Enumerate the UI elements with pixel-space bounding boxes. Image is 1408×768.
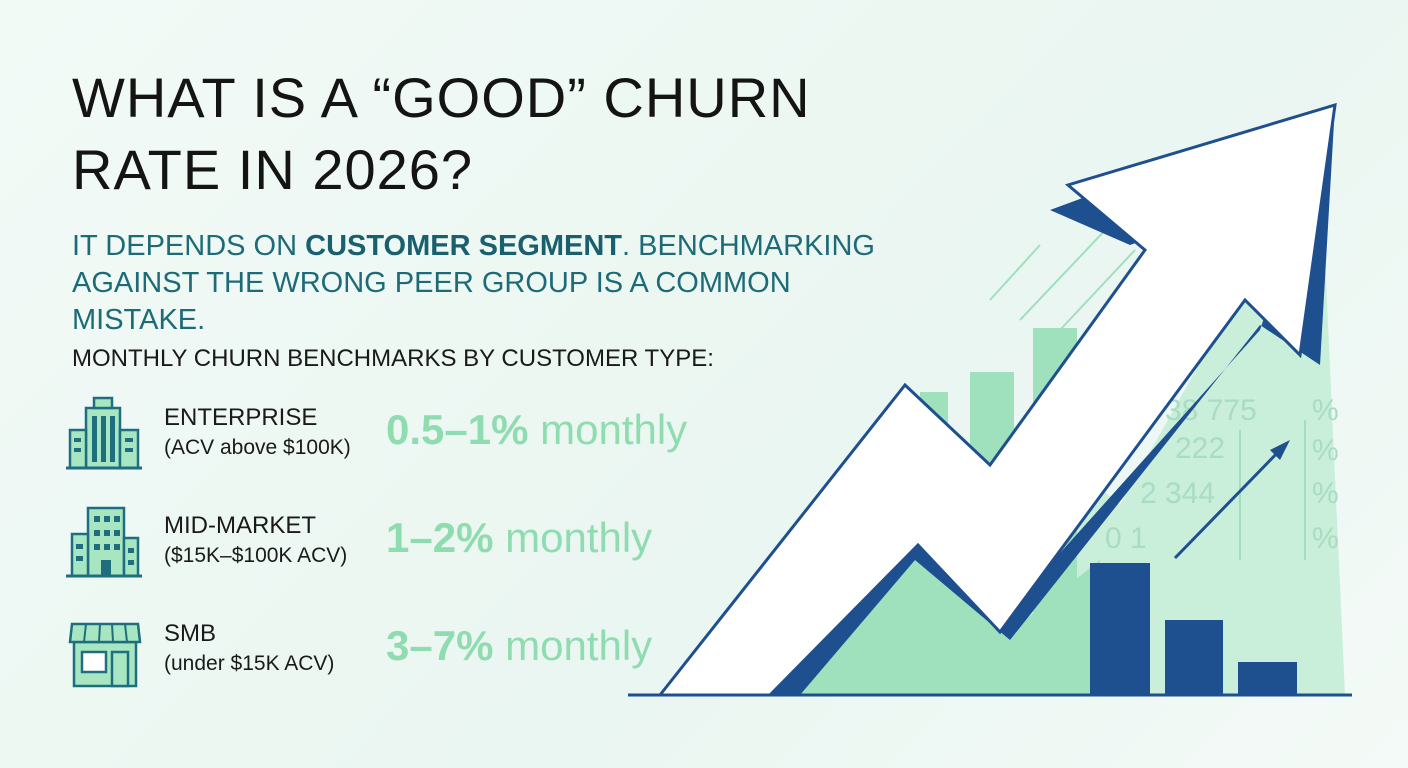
- rate-unit: monthly: [505, 622, 653, 669]
- rate-unit: monthly: [540, 406, 688, 453]
- rate-value: 3–7%: [386, 622, 494, 669]
- rate-value: 0.5–1%: [386, 406, 529, 453]
- segment-rate: 3–7% monthly: [386, 622, 652, 670]
- segment-rate: 0.5–1% monthly: [386, 406, 687, 454]
- segment-row: MID-MARKET ($15K–$100K ACV) 1–2% monthly: [64, 498, 764, 588]
- subtitle-text: . BENCHMARKING AGAINST THE WRONG PEER GR…: [72, 230, 875, 336]
- background-figure: 0 1: [1105, 522, 1147, 555]
- subtitle-text: IT DEPENDS ON: [72, 230, 306, 262]
- background-figure: 222: [1175, 432, 1225, 465]
- section-heading: MONTHLY CHURN BENCHMARKS BY CUSTOMER TYP…: [72, 345, 714, 372]
- icon-smb: [68, 622, 142, 688]
- background-figure: %: [1312, 434, 1339, 467]
- segment-detail: (under $15K ACV): [164, 652, 335, 675]
- segment-row: SMB (under $15K ACV) 3–7% monthly: [64, 606, 764, 696]
- background-figure: %: [1312, 477, 1339, 510]
- background-figure: %: [1312, 522, 1339, 555]
- title-line: RATE IN 2026?: [72, 138, 474, 201]
- subtitle: IT DEPENDS ON CUSTOMER SEGMENT. BENCHMAR…: [72, 228, 912, 339]
- segment-detail: (ACV above $100K): [164, 436, 351, 459]
- icon-mid-market: [66, 506, 142, 578]
- segment-row: ENTERPRISE (ACV above $100K) 0.5–1% mont…: [64, 390, 764, 480]
- rate-unit: monthly: [505, 514, 653, 561]
- title: WHAT IS A “GOOD” CHURN RATE IN 2026?: [72, 62, 811, 206]
- title-line: WHAT IS A “GOOD” CHURN: [72, 66, 811, 129]
- background-figure: 2 344: [1140, 477, 1215, 510]
- segment-rate: 1–2% monthly: [386, 514, 652, 562]
- icon-enterprise: [66, 396, 142, 470]
- segment-name: ENTERPRISE: [164, 404, 318, 431]
- background-figure: %: [1312, 394, 1339, 427]
- subtitle-emphasis: CUSTOMER SEGMENT: [305, 230, 623, 262]
- segment-detail: ($15K–$100K ACV): [164, 544, 348, 567]
- segment-name: SMB: [164, 620, 217, 647]
- rate-value: 1–2%: [386, 514, 494, 561]
- segment-name: MID-MARKET: [164, 512, 316, 539]
